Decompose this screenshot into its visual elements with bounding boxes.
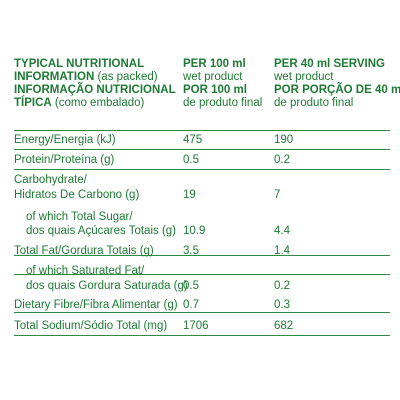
header-nutrition-info: TYPICAL NUTRITIONAL INFORMATION (as pack… (14, 58, 184, 110)
header-per-100ml: PER 100 ml wet product POR 100 ml de pro… (183, 58, 273, 110)
row-sodium-serving: 682 (274, 320, 294, 332)
row-sodium-label: Total Sodium/Sódio Total (mg) (14, 320, 168, 332)
divider-row-6 (14, 312, 390, 313)
row-protein-per100: 0.5 (183, 154, 199, 166)
divider-header (14, 130, 390, 131)
row-saturated-fat-per100: 0.5 (183, 280, 199, 292)
header-pt-title-line2: TÍPICA (como embalado) (14, 97, 184, 110)
row-fat-per100: 3.5 (183, 245, 199, 257)
header-serving-pt-sub: de produto final (274, 97, 354, 109)
divider-row-4 (14, 255, 390, 256)
row-carbohydrate-per100: 19 (183, 189, 196, 201)
header-pt-title-line2-rest: (como embalado) (51, 97, 145, 109)
header-en-title-line2-rest: (as packed) (94, 71, 158, 83)
divider-row-5 (14, 274, 390, 275)
row-saturated-fat-label-line1: of which Saturated Fat/ (26, 265, 145, 277)
row-energy-serving: 190 (274, 134, 294, 146)
header-serving-pt-title: POR PORÇÃO DE 40 ml (274, 84, 400, 96)
row-energy-label: Energy/Energia (kJ) (14, 134, 116, 146)
row-fat-label: Total Fat/Gordura Totais (g) (14, 245, 154, 257)
divider-row-7 (14, 335, 390, 336)
header-serving-en-title: PER 40 ml SERVING (274, 58, 385, 70)
header-per100-pt-title: POR 100 ml (183, 84, 247, 96)
header-per100-pt-sub: de produto final (183, 97, 263, 109)
row-sodium-per100: 1706 (183, 320, 209, 332)
header-per100-en-title: PER 100 ml (183, 58, 246, 70)
row-carbohydrate-label-line2: Hidratos De Carbono (g) (14, 189, 140, 201)
row-saturated-fat-serving: 0.2 (274, 280, 290, 292)
row-fibre-serving: 0.3 (274, 299, 290, 311)
header-serving-en-sub: wet product (274, 71, 334, 83)
row-saturated-fat-label-line2: dos quais Gordura Saturada (g) (26, 280, 188, 292)
header-en-title-line2-bold: INFORMATION (14, 71, 95, 83)
row-fibre-label: Dietary Fibre/Fibra Alimentar (g) (14, 299, 178, 311)
header-per100-en-sub: wet product (183, 71, 243, 83)
row-energy-per100: 475 (183, 134, 203, 146)
row-protein-label: Protein/Proteína (g) (14, 154, 115, 166)
row-fibre-per100: 0.7 (183, 299, 199, 311)
divider-row-1 (14, 149, 390, 150)
row-sugar-per100: 10.9 (183, 225, 206, 237)
row-sugar-label-line2: dos quais Açúcares Totais (g) (26, 225, 177, 237)
header-per-serving: PER 40 ml SERVING wet product POR PORÇÃO… (274, 58, 400, 110)
header-pt-title-line1: INFORMAÇÃO NUTRICIONAL (14, 84, 176, 96)
header-en-title-line2: INFORMATION (as packed) (14, 71, 184, 84)
row-protein-serving: 0.2 (274, 154, 290, 166)
header-pt-title-line2-bold: TÍPICA (14, 97, 52, 109)
divider-row-2 (14, 169, 390, 170)
header-en-title-line1: TYPICAL NUTRITIONAL (14, 58, 145, 70)
row-sugar-label-line1: of which Total Sugar/ (26, 211, 133, 223)
row-fat-serving: 1.4 (274, 245, 290, 257)
row-carbohydrate-label-line1: Carbohydrate/ (14, 174, 87, 186)
row-sugar-serving: 4.4 (274, 225, 290, 237)
row-carbohydrate-serving: 7 (274, 189, 281, 201)
